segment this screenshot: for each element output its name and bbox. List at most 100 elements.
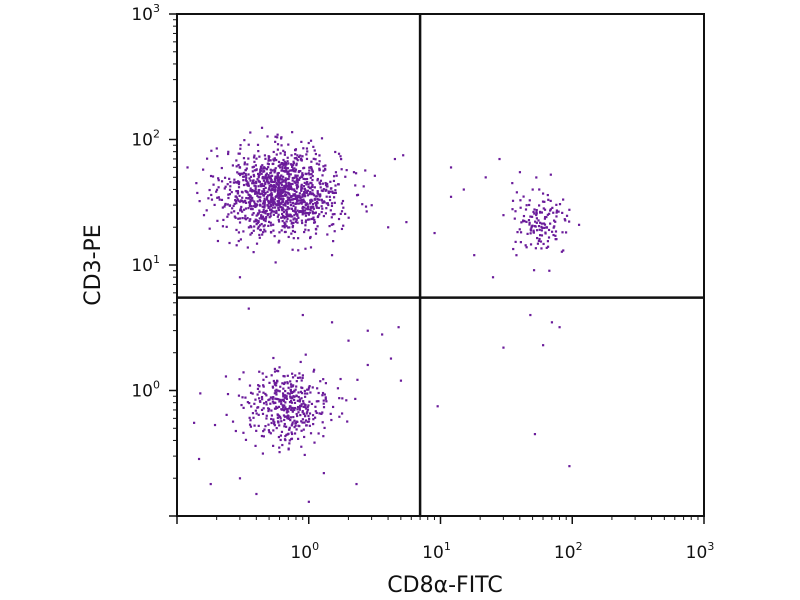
data-point xyxy=(287,198,290,201)
data-point xyxy=(260,126,264,129)
data-point xyxy=(535,221,538,224)
data-point xyxy=(315,411,318,414)
data-point xyxy=(286,217,289,221)
data-point xyxy=(288,392,291,395)
data-point xyxy=(267,194,270,197)
data-point xyxy=(281,180,284,183)
data-point xyxy=(218,198,221,201)
data-point xyxy=(283,418,286,422)
data-point xyxy=(535,229,539,232)
data-point xyxy=(297,202,301,205)
data-point xyxy=(340,210,344,213)
data-point xyxy=(536,236,539,240)
data-point xyxy=(287,386,290,389)
data-point xyxy=(318,198,321,201)
data-point xyxy=(299,157,303,160)
data-point xyxy=(389,357,393,360)
data-point xyxy=(289,173,292,176)
data-point xyxy=(275,381,278,385)
data-point xyxy=(262,184,266,188)
data-point xyxy=(281,392,285,395)
data-point xyxy=(268,184,271,188)
data-point xyxy=(294,388,297,391)
data-point xyxy=(272,159,276,162)
data-point xyxy=(284,434,287,438)
data-point xyxy=(255,219,258,222)
data-point xyxy=(332,240,335,243)
data-point xyxy=(277,191,280,194)
data-point xyxy=(298,195,301,198)
data-point xyxy=(274,261,277,264)
data-point xyxy=(272,419,275,422)
data-point xyxy=(280,178,283,181)
data-point xyxy=(278,424,281,427)
data-point xyxy=(299,210,302,213)
data-point xyxy=(280,181,283,184)
data-point xyxy=(405,221,408,224)
data-point xyxy=(313,441,316,444)
data-point xyxy=(267,181,270,184)
data-point xyxy=(262,201,266,205)
data-point xyxy=(278,446,281,449)
data-point xyxy=(259,183,262,186)
data-point xyxy=(538,237,541,241)
data-point xyxy=(257,225,260,228)
data-point xyxy=(296,181,299,184)
data-point xyxy=(213,423,217,427)
data-point xyxy=(291,202,294,205)
data-point xyxy=(244,172,247,176)
data-point xyxy=(511,199,515,202)
data-point xyxy=(291,421,294,424)
data-point xyxy=(235,202,238,205)
data-point xyxy=(262,218,266,222)
data-point xyxy=(277,241,280,244)
data-point xyxy=(280,195,283,198)
data-point xyxy=(285,194,288,197)
data-point xyxy=(270,208,273,211)
data-point xyxy=(279,192,283,195)
data-point xyxy=(301,155,304,158)
data-point xyxy=(239,172,242,175)
data-point xyxy=(264,392,267,396)
data-point xyxy=(248,177,251,180)
axis-ticks xyxy=(169,13,705,524)
data-point xyxy=(547,236,551,239)
data-point xyxy=(312,422,315,426)
data-point xyxy=(332,223,335,226)
data-point xyxy=(313,149,316,152)
data-point xyxy=(311,189,314,192)
data-point xyxy=(289,187,292,190)
data-point xyxy=(228,177,231,180)
data-point xyxy=(555,211,558,214)
data-point xyxy=(291,131,294,134)
data-point xyxy=(261,215,265,218)
data-point xyxy=(278,176,281,179)
data-point xyxy=(282,190,286,193)
data-point xyxy=(296,213,299,216)
data-point xyxy=(241,172,244,175)
data-point xyxy=(336,387,340,390)
data-point xyxy=(322,169,325,172)
data-point xyxy=(300,429,303,432)
data-point xyxy=(274,407,277,410)
data-point xyxy=(319,179,323,182)
data-point xyxy=(355,194,359,197)
data-point xyxy=(275,397,279,401)
data-point xyxy=(276,189,280,192)
data-point xyxy=(281,382,284,385)
data-point xyxy=(524,244,527,247)
data-point xyxy=(233,202,236,206)
data-point xyxy=(345,169,348,172)
data-point xyxy=(515,191,518,194)
data-point xyxy=(267,398,270,402)
data-point xyxy=(268,187,271,190)
data-point xyxy=(225,413,228,416)
x-tick-label: 103 xyxy=(686,540,715,563)
data-point xyxy=(265,216,268,219)
data-point xyxy=(522,195,525,198)
data-point xyxy=(220,180,224,183)
data-point xyxy=(366,363,369,367)
data-point xyxy=(295,385,298,388)
data-point xyxy=(296,221,299,224)
data-point xyxy=(356,378,359,381)
